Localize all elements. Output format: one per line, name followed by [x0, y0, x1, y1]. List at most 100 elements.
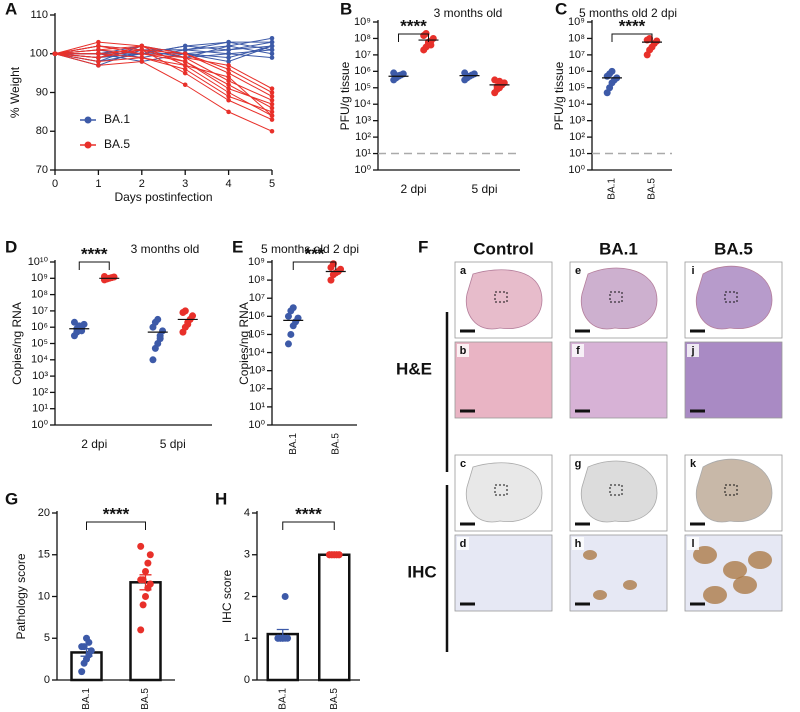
label-bg: [572, 537, 584, 550]
x-tick-label: BA.5: [140, 688, 151, 710]
data-point: [96, 59, 101, 64]
data-point: [226, 74, 231, 80]
data-point: [182, 51, 188, 57]
bar: [318, 553, 351, 682]
data-point: [427, 41, 435, 49]
y-axis-label: PFU/g tissue: [338, 61, 352, 130]
panel-letter: B: [340, 0, 352, 18]
x-axis-label: Days postinfection: [114, 190, 212, 204]
data-point: [226, 97, 231, 103]
y-tick-label: 10⁴: [31, 354, 48, 366]
weight-line: [55, 49, 273, 121]
data-point: [226, 51, 231, 57]
y-tick-label: 10: [38, 590, 50, 602]
significance-bracket: [86, 521, 146, 530]
data-point: [226, 82, 231, 88]
data-point: [269, 55, 275, 60]
ihc-stain: [748, 551, 772, 569]
data-point: [139, 576, 147, 584]
y-tick-label: 10⁶: [31, 321, 48, 333]
ihc-stain: [583, 550, 597, 560]
data-point: [226, 86, 231, 91]
row-label: IHC: [407, 562, 436, 581]
y-tick-label: 10¹⁰: [28, 256, 49, 268]
x-tick-label: BA.5: [329, 688, 340, 710]
data-point: [269, 39, 275, 45]
y-tick-label: 70: [36, 164, 48, 176]
data-point: [284, 340, 292, 348]
data-point: [226, 55, 231, 60]
data-point: [269, 35, 275, 41]
data-point: [269, 109, 275, 115]
data-point: [287, 330, 295, 338]
significance-bracket: [611, 33, 653, 42]
label-bg: [687, 344, 699, 357]
legend-label: BA.1: [104, 112, 130, 126]
data-point: [269, 51, 275, 57]
data-point: [422, 29, 430, 37]
label-bg: [457, 264, 469, 277]
data-point: [85, 638, 93, 646]
weight-line: [54, 53, 273, 113]
y-tick-label: 10²: [32, 386, 48, 398]
column-header: BA.5: [714, 239, 753, 258]
subpanel-letter: g: [575, 458, 582, 470]
y-tick-label: 0: [244, 674, 250, 686]
column-header: Control: [473, 239, 533, 258]
subpanel-letter: e: [575, 265, 581, 277]
significance-label: ***: [305, 244, 325, 263]
y-tick-label: 3: [244, 549, 250, 561]
data-point: [87, 647, 95, 655]
y-tick-label: 10⁴: [248, 346, 265, 358]
tissue-section: [580, 267, 658, 330]
subpanel-letter: b: [460, 345, 467, 357]
data-point: [269, 113, 275, 119]
data-point: [496, 77, 503, 85]
inset-box: [609, 291, 623, 303]
x-tick-label: 2: [139, 178, 145, 190]
y-tick-label: 10³: [32, 370, 48, 382]
data-point: [269, 105, 275, 111]
subpanel-letter: c: [460, 458, 466, 470]
data-point: [139, 55, 145, 60]
y-axis-label: Copies/ng RNA: [237, 302, 251, 385]
significance-label: ****: [103, 504, 130, 523]
y-tick-label: 10⁸: [568, 32, 585, 44]
y-tick-label: 10⁵: [568, 82, 585, 94]
y-tick-label: 10⁹: [568, 16, 585, 28]
y-tick-label: 5: [44, 632, 50, 644]
data-point: [142, 567, 149, 575]
label-bg: [457, 457, 469, 470]
tissue-section: [465, 269, 543, 330]
x-tick-label: 5: [269, 178, 275, 190]
data-point: [184, 320, 192, 328]
data-point: [182, 55, 188, 60]
data-point: [226, 43, 231, 49]
ihc-stain: [693, 546, 717, 564]
data-point: [137, 626, 145, 634]
data-point: [226, 109, 231, 115]
data-point: [154, 315, 162, 323]
significance-bracket: [398, 33, 429, 42]
y-axis-label: % Weight: [8, 66, 22, 118]
data-point: [289, 304, 297, 312]
y-tick-label: 10⁶: [248, 310, 265, 322]
data-point: [96, 63, 101, 68]
y-tick-label: 100: [30, 48, 48, 60]
x-tick-label: BA.1: [277, 688, 288, 710]
data-point: [110, 273, 118, 281]
weight-line: [55, 53, 273, 117]
data-point: [96, 47, 101, 53]
data-point: [608, 67, 616, 75]
data-point: [226, 66, 231, 72]
data-point: [226, 78, 231, 84]
x-tick-label: BA.1: [81, 688, 92, 710]
subpanel-letter: k: [690, 458, 697, 470]
data-point: [226, 47, 231, 53]
data-point: [269, 47, 275, 53]
data-point: [395, 72, 402, 80]
y-tick-label: 10⁸: [248, 274, 265, 286]
data-point: [335, 551, 343, 559]
data-point: [269, 43, 275, 49]
